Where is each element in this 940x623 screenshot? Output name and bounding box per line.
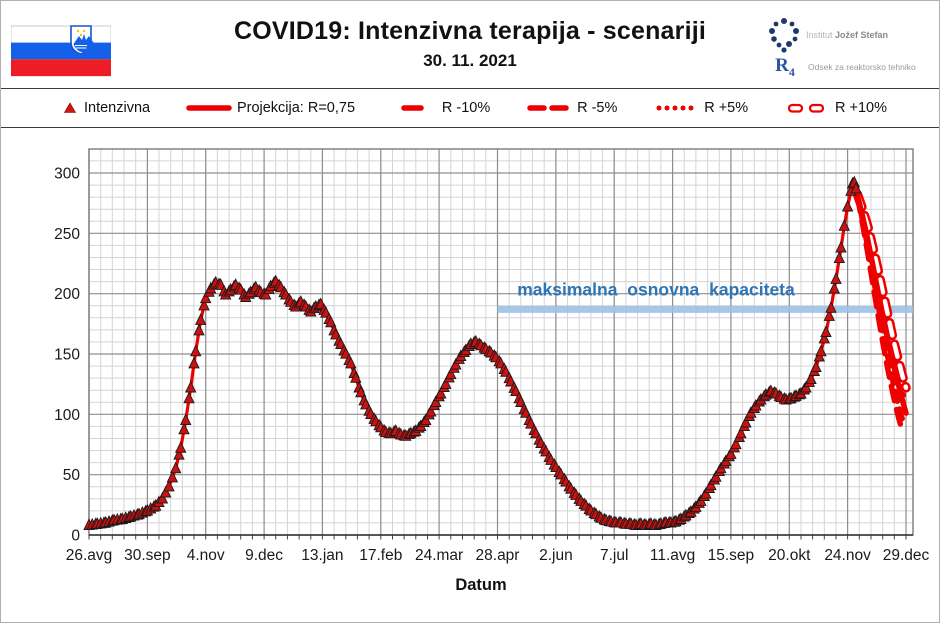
svg-text:7.jul: 7.jul: [600, 547, 628, 564]
svg-text:2.jun: 2.jun: [539, 547, 573, 564]
svg-text:9.dec: 9.dec: [245, 547, 283, 564]
chart-svg: maksimalna osnovna kapaciteta 26.avg 30.se…: [54, 148, 930, 594]
legend-label: R -10%: [441, 100, 491, 116]
legend-item-r-10: R +10%: [784, 100, 887, 116]
legend-item-r-5: R -5%: [526, 100, 617, 116]
date-subtitle: 30. 11. 2021: [423, 51, 517, 70]
triangle-swatch-icon: [63, 102, 77, 113]
header: COVID19: Intenzivna terapija - scenariji…: [1, 1, 939, 89]
svg-text:26.avg: 26.avg: [66, 547, 113, 564]
chart-area: maksimalna osnovna kapaciteta 26.avg 30.se…: [1, 128, 939, 622]
legend-label: R +10%: [835, 100, 887, 116]
chart-legend: Intenzivna Projekcija: R=0,75 R -10% R -5% R…: [1, 89, 939, 128]
svg-text:50: 50: [63, 467, 81, 484]
legend-label: Projekcija: R=0,75: [236, 100, 356, 116]
solid-line-swatch-icon: [186, 105, 232, 111]
legend-item-projekcija-r-0-75: Projekcija: R=0,75: [186, 100, 355, 116]
x-axis-labels: 26.avg 30.sep 4.nov 9.dec 13.jan 17.feb 24.mar…: [66, 547, 930, 564]
grid-minor: [89, 149, 913, 535]
svg-text:15.sep: 15.sep: [708, 547, 755, 564]
slovenia-flag: [11, 25, 111, 77]
legend-label: R -5%: [577, 100, 618, 116]
series-intenzivna-markers: [83, 175, 862, 530]
svg-text:24.mar: 24.mar: [415, 547, 463, 564]
capacity-label: maksimalna osnovna kapaciteta: [517, 279, 795, 299]
svg-text:28.apr: 28.apr: [476, 547, 520, 564]
dots-swatch-icon: [656, 105, 694, 111]
institute-name: Institut Jožef Stefan: [806, 30, 889, 40]
svg-text:0: 0: [71, 528, 80, 545]
svg-text:4.nov: 4.nov: [187, 547, 225, 564]
svg-text:11.avg: 11.avg: [650, 547, 695, 564]
svg-text:13.jan: 13.jan: [301, 547, 343, 564]
grid-major: [88, 149, 913, 535]
hollow-dash-swatch-icon: [787, 103, 825, 113]
x-axis-title: Datum: [455, 576, 506, 594]
department-name: Odsek za reaktorsko tehniko: [808, 62, 916, 73]
dash-pair-swatch-icon: [527, 105, 569, 111]
page-title: COVID19: Intenzivna terapija - scenariji: [233, 17, 707, 45]
ijs-dots-icon: [769, 18, 799, 53]
legend-label: R +5%: [704, 100, 749, 116]
svg-text:20.okt: 20.okt: [768, 547, 811, 564]
svg-text:30.sep: 30.sep: [124, 547, 171, 564]
y-axis-labels: 0 50 100 150 200 250 300: [54, 166, 80, 545]
svg-text:250: 250: [54, 226, 80, 243]
r4-logo: R4: [775, 55, 795, 79]
coat-of-arms: [70, 25, 95, 55]
dash-long-swatch-icon: [401, 105, 424, 111]
svg-text:24.nov: 24.nov: [824, 547, 871, 564]
titles: COVID19: Intenzivna terapija - scenariji…: [1, 1, 939, 71]
legend-item-r-5: R +5%: [653, 100, 748, 116]
svg-text:200: 200: [54, 286, 80, 303]
svg-text:100: 100: [54, 407, 80, 424]
svg-text:17.feb: 17.feb: [359, 547, 402, 564]
legend-label: Intenzivna: [84, 100, 151, 116]
svg-text:29.dec: 29.dec: [883, 547, 930, 564]
legend-item-r-10: R -10%: [391, 100, 490, 116]
ijs-logo: Institut Jožef Stefan R4 Odsek za reakto…: [767, 17, 927, 80]
svg-text:300: 300: [54, 166, 80, 183]
legend-item-intenzivna: Intenzivna: [61, 100, 150, 116]
series-projection: [849, 179, 909, 416]
svg-text:150: 150: [54, 347, 80, 364]
